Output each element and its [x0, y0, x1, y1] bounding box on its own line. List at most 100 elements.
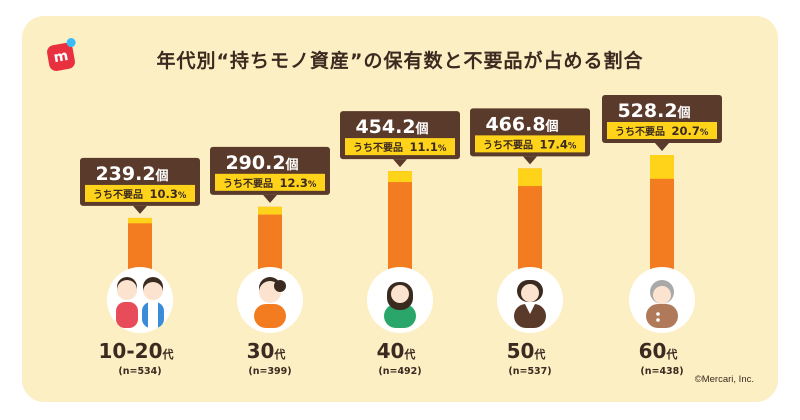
unwanted-segment [518, 168, 542, 187]
share-label-box [475, 135, 585, 153]
share-percent-sign: % [438, 144, 447, 154]
share-percent-sign: % [178, 191, 187, 201]
age-label: 50代 [507, 339, 546, 363]
count-value: 290.2 [225, 152, 285, 174]
person-body [646, 304, 678, 328]
share-percent-sign: % [568, 141, 577, 151]
callout-pointer [263, 194, 277, 203]
person-head [653, 286, 671, 304]
count-value-text: 454.2個 [355, 116, 428, 138]
person-button [656, 312, 660, 316]
age-suffix: 代 [533, 347, 545, 361]
count-value-text: 290.2個 [225, 152, 298, 174]
person-head [391, 285, 409, 303]
share-value: 10.3 [150, 187, 178, 201]
two-young-people-icon [116, 277, 164, 328]
right-person-head [143, 280, 163, 300]
left-person-hair [117, 277, 137, 290]
count-unit: 個 [155, 168, 169, 184]
count-value-text: 466.8個 [485, 113, 558, 135]
count-value-text: 239.2個 [95, 163, 168, 185]
woman-bob-hair-icon [514, 280, 546, 328]
age-suffix: 代 [403, 347, 415, 361]
share-label-text: 17.4% [540, 137, 577, 151]
age-number: 50 [507, 339, 535, 363]
share-label-prefix: うち不要品 [223, 178, 273, 190]
possession-bar [388, 171, 412, 270]
share-label-text: 11.1% [410, 140, 447, 154]
share-label-box [607, 122, 717, 139]
callout-pointer [133, 205, 147, 214]
sample-size: (n=399) [248, 366, 291, 377]
count-unit: 個 [285, 157, 299, 173]
elderly-woman-icon [646, 280, 678, 328]
count-value: 466.8 [485, 113, 545, 135]
sample-size: (n=534) [118, 366, 161, 377]
age-suffix: 代 [273, 347, 285, 361]
share-label-prefix: うち不要品 [615, 126, 665, 138]
share-label-box [215, 173, 325, 191]
woman-with-bun-icon [254, 277, 286, 328]
unwanted-segment [388, 171, 412, 183]
callout-pointer [655, 143, 669, 151]
chart-title: 年代別“持ちモノ資産”の保有数と不要品が占める割合 [156, 50, 644, 72]
right-person-hair [143, 277, 163, 292]
share-value: 20.7 [672, 124, 700, 138]
share-label-prefix: うち不要品 [483, 139, 533, 151]
right-person-shirt [148, 302, 158, 328]
possession-bar [128, 217, 152, 270]
count-value: 528.2 [617, 100, 677, 122]
age-number: 30 [247, 339, 275, 363]
age-label: 10-20代 [99, 339, 174, 363]
copyright-text: ©Mercari, Inc. [694, 374, 754, 385]
count-value-text: 528.2個 [617, 100, 690, 122]
age-label: 40代 [377, 339, 416, 363]
count-value: 239.2 [95, 163, 155, 185]
age-number: 40 [377, 339, 405, 363]
share-label-box [85, 184, 195, 202]
age-number: 60 [639, 339, 667, 363]
person-hair [259, 277, 281, 292]
age-suffix: 代 [161, 347, 173, 361]
person-collar [525, 304, 535, 314]
person-head [521, 284, 539, 302]
count-value: 454.2 [355, 116, 415, 138]
age-label: 30代 [247, 339, 286, 363]
unwanted-segment [128, 217, 152, 224]
left-person-body [116, 302, 138, 328]
person-body [384, 304, 416, 328]
share-label-prefix: うち不要品 [353, 142, 403, 154]
portrait-circle [107, 267, 173, 333]
share-value: 12.3 [280, 176, 308, 190]
left-person-head [117, 280, 137, 300]
share-percent-sign: % [700, 128, 709, 138]
person-body [514, 304, 546, 328]
person-button [656, 318, 660, 322]
age-number: 10-20 [99, 339, 163, 363]
sample-size: (n=537) [508, 366, 551, 377]
share-label-text: 10.3% [150, 187, 187, 201]
sample-size: (n=492) [378, 366, 421, 377]
sample-size: (n=438) [640, 366, 683, 377]
possession-bar [258, 206, 282, 270]
unwanted-segment [258, 206, 282, 215]
share-value: 17.4 [540, 137, 568, 151]
age-suffix: 代 [665, 347, 677, 361]
count-unit: 個 [545, 118, 559, 134]
callout-pointer [393, 159, 407, 168]
unwanted-segment [650, 155, 674, 179]
share-value: 11.1 [410, 140, 438, 154]
person-body [254, 304, 286, 328]
callout-pointer [523, 156, 537, 165]
